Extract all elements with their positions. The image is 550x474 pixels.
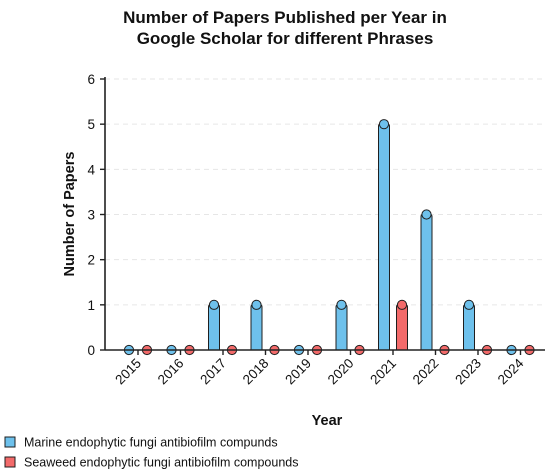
marker-series-1-2017 (208, 299, 220, 310)
axes (100, 77, 545, 355)
y-tick-label: 3 (87, 208, 95, 223)
y-tick-label: 0 (87, 343, 95, 358)
marker-series-1-2020 (336, 299, 347, 310)
legend-label-series-1: Marine endophytic fungi antibiofilm comp… (24, 436, 278, 450)
legend: Marine endophytic fungi antibiofilm comp… (4, 436, 298, 470)
x-tick-label: 2021 (367, 356, 399, 388)
x-axis-title: Year (312, 413, 343, 429)
marker-series-1-2023 (463, 299, 475, 310)
chart-title-line-1: Number of Papers Published per Year in (123, 8, 447, 27)
bar-series-1-2018 (250, 304, 263, 351)
marker-series-2-2021 (396, 299, 408, 310)
x-tick-label: 2018 (240, 356, 272, 388)
chart-title: Number of Papers Published per Year in G… (123, 8, 447, 48)
legend-swatch-series-2 (4, 456, 16, 468)
chart-title-line-2: Google Scholar for different Phrases (137, 29, 434, 48)
bar-top-markers (123, 119, 535, 356)
legend-swatch-series-1 (4, 436, 16, 448)
x-tick-label: 2024 (495, 355, 527, 387)
x-tick-label: 2015 (112, 356, 144, 388)
x-tick-label: 2023 (452, 356, 484, 388)
x-tick-label: 2019 (282, 356, 314, 388)
bar-series-1-2023 (463, 304, 475, 351)
bar-series-1-2022 (420, 214, 433, 351)
x-tick-label: 2017 (197, 356, 229, 388)
bar-series-1-2017 (208, 304, 220, 351)
x-tick-label: 2016 (155, 356, 187, 388)
bar-series-1-2021 (378, 123, 390, 351)
marker-series-1-2018 (251, 299, 262, 310)
y-tick-label: 2 (87, 253, 95, 268)
y-tick-label: 5 (87, 117, 95, 132)
legend-label-series-2: Seaweed endophytic fungi antibiofilm com… (24, 456, 298, 470)
x-tick-labels: 2015 2016 2017 2018 2019 2020 2021 2022 2023 2024 (112, 355, 527, 387)
bar-series-1-2020 (335, 304, 348, 351)
bar-series-2-2021 (396, 304, 408, 351)
x-tick-label: 2022 (410, 356, 442, 388)
grid-lines (105, 78, 545, 306)
y-axis-title: Number of Papers (62, 152, 78, 277)
y-tick-label: 4 (87, 162, 95, 177)
y-tick-label: 6 (87, 72, 95, 87)
marker-series-1-2021 (378, 119, 390, 130)
x-tick-label: 2020 (325, 356, 357, 388)
y-tick-label: 1 (87, 298, 95, 313)
bar-series (208, 123, 475, 351)
y-tick-labels: 0 1 2 3 4 5 6 (87, 72, 95, 358)
marker-series-1-2022 (421, 209, 432, 220)
